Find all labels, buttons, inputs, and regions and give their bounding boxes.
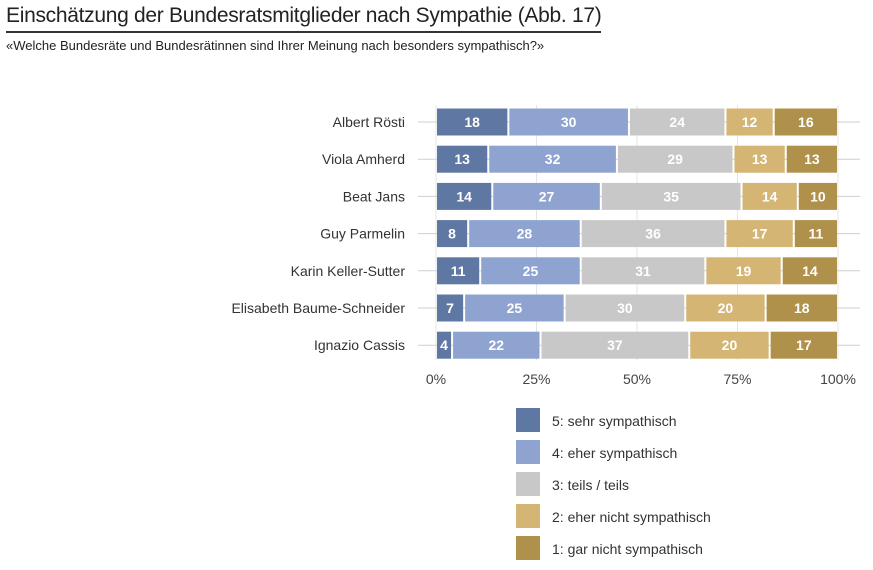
bar-segment — [437, 331, 452, 359]
data-label: 29 — [667, 151, 683, 167]
data-label: 4 — [440, 337, 448, 353]
data-label: 24 — [669, 114, 685, 130]
category-label: Beat Jans — [343, 188, 405, 204]
data-label: 35 — [663, 188, 679, 204]
bar-segment — [437, 220, 468, 248]
data-label: 7 — [446, 300, 454, 316]
category-label: Albert Rösti — [333, 114, 405, 130]
bar-segment — [493, 182, 600, 210]
bar-segment — [690, 331, 769, 359]
chart-subtitle: «Welche Bundesräte und Bundesrätinnen si… — [6, 38, 545, 53]
legend-swatch — [516, 536, 540, 560]
data-label: 30 — [561, 114, 577, 130]
bar-segment — [726, 108, 773, 136]
bar-segment — [794, 220, 837, 248]
x-tick-label: 0% — [426, 371, 446, 387]
legend-swatch — [516, 504, 540, 528]
data-label: 13 — [454, 151, 470, 167]
data-label: 30 — [617, 300, 633, 316]
bar-segment — [581, 257, 705, 285]
data-label: 18 — [464, 114, 480, 130]
data-label: 14 — [762, 188, 778, 204]
data-label: 16 — [798, 114, 814, 130]
legend-label: 4: eher sympathisch — [552, 445, 677, 461]
bar-segment — [437, 108, 508, 136]
bar-segment — [782, 257, 837, 285]
category-label: Elisabeth Baume-Schneider — [231, 300, 405, 316]
bar-segment — [601, 182, 741, 210]
data-label: 25 — [507, 300, 523, 316]
data-label: 20 — [722, 337, 738, 353]
data-label: 32 — [545, 151, 561, 167]
legend-swatch — [516, 408, 540, 432]
data-label: 37 — [607, 337, 623, 353]
bar-segment — [706, 257, 781, 285]
data-label: 22 — [489, 337, 505, 353]
data-label: 8 — [448, 226, 456, 242]
category-label: Guy Parmelin — [320, 226, 405, 242]
bar-segment — [437, 145, 488, 173]
bar-segment — [469, 220, 580, 248]
data-label: 20 — [718, 300, 734, 316]
bar-segment — [742, 182, 797, 210]
bar-segment — [686, 294, 765, 322]
data-label: 28 — [517, 226, 533, 242]
bar-segment — [453, 331, 540, 359]
data-label: 10 — [810, 188, 826, 204]
bar-segment — [629, 108, 725, 136]
bar-segment — [798, 182, 837, 210]
bar-segment — [617, 145, 733, 173]
data-label: 14 — [802, 263, 818, 279]
data-label: 11 — [451, 263, 466, 279]
bar-segment — [770, 331, 837, 359]
bar-segment — [437, 182, 492, 210]
bar-segment — [565, 294, 685, 322]
data-label: 36 — [645, 226, 661, 242]
data-label: 13 — [752, 151, 768, 167]
category-label: Karin Keller-Sutter — [291, 263, 406, 279]
bar-segment — [726, 220, 793, 248]
legend-swatch — [516, 472, 540, 496]
data-label: 25 — [523, 263, 539, 279]
data-label: 19 — [736, 263, 752, 279]
x-tick-label: 75% — [723, 371, 751, 387]
legend-label: 2: eher nicht sympathisch — [552, 509, 711, 525]
bar-segment — [489, 145, 616, 173]
bar-segment — [509, 108, 628, 136]
bar-segment — [481, 257, 580, 285]
data-label: 17 — [796, 337, 812, 353]
data-label: 17 — [752, 226, 768, 242]
bar-segment — [774, 108, 837, 136]
x-tick-label: 25% — [522, 371, 550, 387]
bar-segment — [581, 220, 725, 248]
data-label: 18 — [794, 300, 810, 316]
bar-segment — [541, 331, 689, 359]
x-tick-label: 50% — [623, 371, 651, 387]
data-label: 27 — [539, 188, 555, 204]
bar-segment — [465, 294, 564, 322]
data-label: 12 — [742, 114, 758, 130]
x-tick-label: 100% — [820, 371, 856, 387]
data-label: 13 — [804, 151, 820, 167]
data-label: 11 — [808, 226, 823, 242]
chart-title: Einschätzung der Bundesratsmitglieder na… — [6, 4, 602, 33]
bar-segment — [734, 145, 785, 173]
category-label: Viola Amherd — [322, 151, 405, 167]
data-label: 31 — [635, 263, 651, 279]
bar-segment — [786, 145, 837, 173]
bar-segment — [437, 294, 464, 322]
category-label: Ignazio Cassis — [314, 337, 405, 353]
legend-label: 1: gar nicht sympathisch — [552, 541, 703, 557]
bar-segment — [766, 294, 837, 322]
legend-label: 3: teils / teils — [552, 477, 629, 493]
legend-label: 5: sehr sympathisch — [552, 413, 677, 429]
bar-segment — [437, 257, 480, 285]
legend-swatch — [516, 440, 540, 464]
data-label: 14 — [456, 188, 472, 204]
